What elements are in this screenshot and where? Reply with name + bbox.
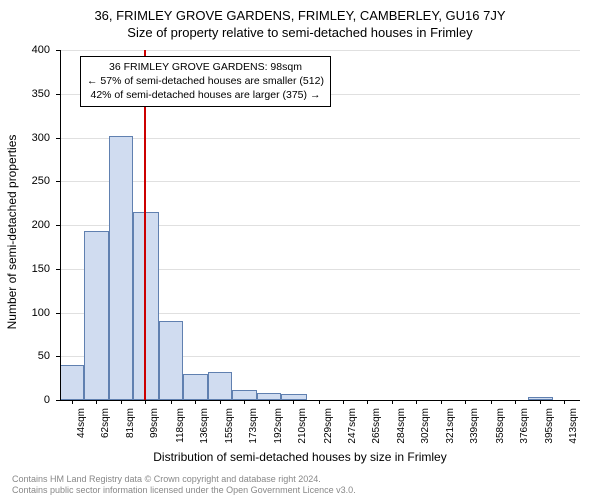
x-tick-label: 302sqm [420, 408, 431, 444]
histogram-bar [208, 372, 232, 400]
x-tick [244, 400, 245, 404]
x-tick-label: 376sqm [519, 408, 530, 444]
histogram-bar [183, 374, 208, 400]
footer-attribution: Contains HM Land Registry data © Crown c… [12, 474, 356, 496]
x-tick [195, 400, 196, 404]
y-tick-label: 300 [0, 132, 50, 144]
y-tick-label: 350 [0, 88, 50, 100]
x-tick [441, 400, 442, 404]
y-tick-label: 150 [0, 263, 50, 275]
x-tick-label: 284sqm [396, 408, 407, 444]
x-tick [96, 400, 97, 404]
x-tick-label: 99sqm [149, 408, 160, 438]
annotation-line: 36 FRIMLEY GROVE GARDENS: 98sqm [87, 60, 324, 74]
x-tick [392, 400, 393, 404]
x-tick-label: 229sqm [323, 408, 334, 444]
y-axis-label: Number of semi-detached properties [5, 135, 19, 330]
x-tick [343, 400, 344, 404]
x-tick-label: 155sqm [224, 408, 235, 444]
y-tick-label: 0 [0, 394, 50, 406]
x-tick-label: 118sqm [175, 408, 186, 443]
x-tick [564, 400, 565, 404]
x-tick [121, 400, 122, 404]
x-tick [220, 400, 221, 404]
y-tick-label: 50 [0, 350, 50, 362]
footer-line1: Contains HM Land Registry data © Crown c… [12, 474, 356, 485]
x-tick [269, 400, 270, 404]
x-tick [171, 400, 172, 404]
footer-line2: Contains public sector information licen… [12, 485, 356, 496]
x-tick-label: 339sqm [469, 408, 480, 444]
x-axis-label: Distribution of semi-detached houses by … [0, 450, 600, 464]
x-tick [145, 400, 146, 404]
x-tick-label: 173sqm [248, 408, 259, 444]
x-tick-label: 136sqm [199, 408, 210, 444]
x-tick-label: 192sqm [273, 408, 284, 444]
y-tick-label: 400 [0, 44, 50, 56]
x-tick [465, 400, 466, 404]
x-tick [293, 400, 294, 404]
x-tick [367, 400, 368, 404]
x-tick-label: 395sqm [544, 408, 555, 444]
grid-line [60, 50, 580, 51]
x-tick [416, 400, 417, 404]
x-tick-label: 44sqm [76, 408, 87, 438]
x-tick [515, 400, 516, 404]
x-tick-label: 62sqm [100, 408, 111, 438]
histogram-bar [109, 136, 133, 400]
x-tick-label: 358sqm [495, 408, 506, 444]
x-tick-label: 321sqm [445, 408, 456, 444]
x-tick [319, 400, 320, 404]
x-tick-label: 413sqm [568, 408, 579, 444]
histogram-bar [232, 390, 257, 401]
y-tick-label: 200 [0, 219, 50, 231]
x-tick-label: 210sqm [297, 408, 308, 444]
x-tick [491, 400, 492, 404]
y-tick-label: 100 [0, 307, 50, 319]
annotation-line: 42% of semi-detached houses are larger (… [87, 88, 324, 102]
y-tick-label: 250 [0, 175, 50, 187]
chart-title-main: 36, FRIMLEY GROVE GARDENS, FRIMLEY, CAMB… [0, 0, 600, 23]
histogram-bar [159, 321, 183, 400]
histogram-bar [60, 365, 84, 400]
y-axis-line [60, 50, 61, 400]
chart-plot-area: 36 FRIMLEY GROVE GARDENS: 98sqm← 57% of … [60, 50, 580, 400]
x-axis-line [60, 400, 580, 401]
annotation-line: ← 57% of semi-detached houses are smalle… [87, 74, 324, 88]
grid-line [60, 138, 580, 139]
histogram-bar [133, 212, 158, 400]
grid-line [60, 181, 580, 182]
histogram-bar [257, 393, 281, 400]
histogram-bar [84, 231, 109, 400]
x-tick-label: 81sqm [125, 408, 136, 438]
chart-title-sub: Size of property relative to semi-detach… [0, 23, 600, 40]
x-tick-label: 265sqm [371, 408, 382, 444]
x-tick [540, 400, 541, 404]
x-tick [72, 400, 73, 404]
x-tick-label: 247sqm [347, 408, 358, 444]
annotation-box: 36 FRIMLEY GROVE GARDENS: 98sqm← 57% of … [80, 56, 331, 107]
